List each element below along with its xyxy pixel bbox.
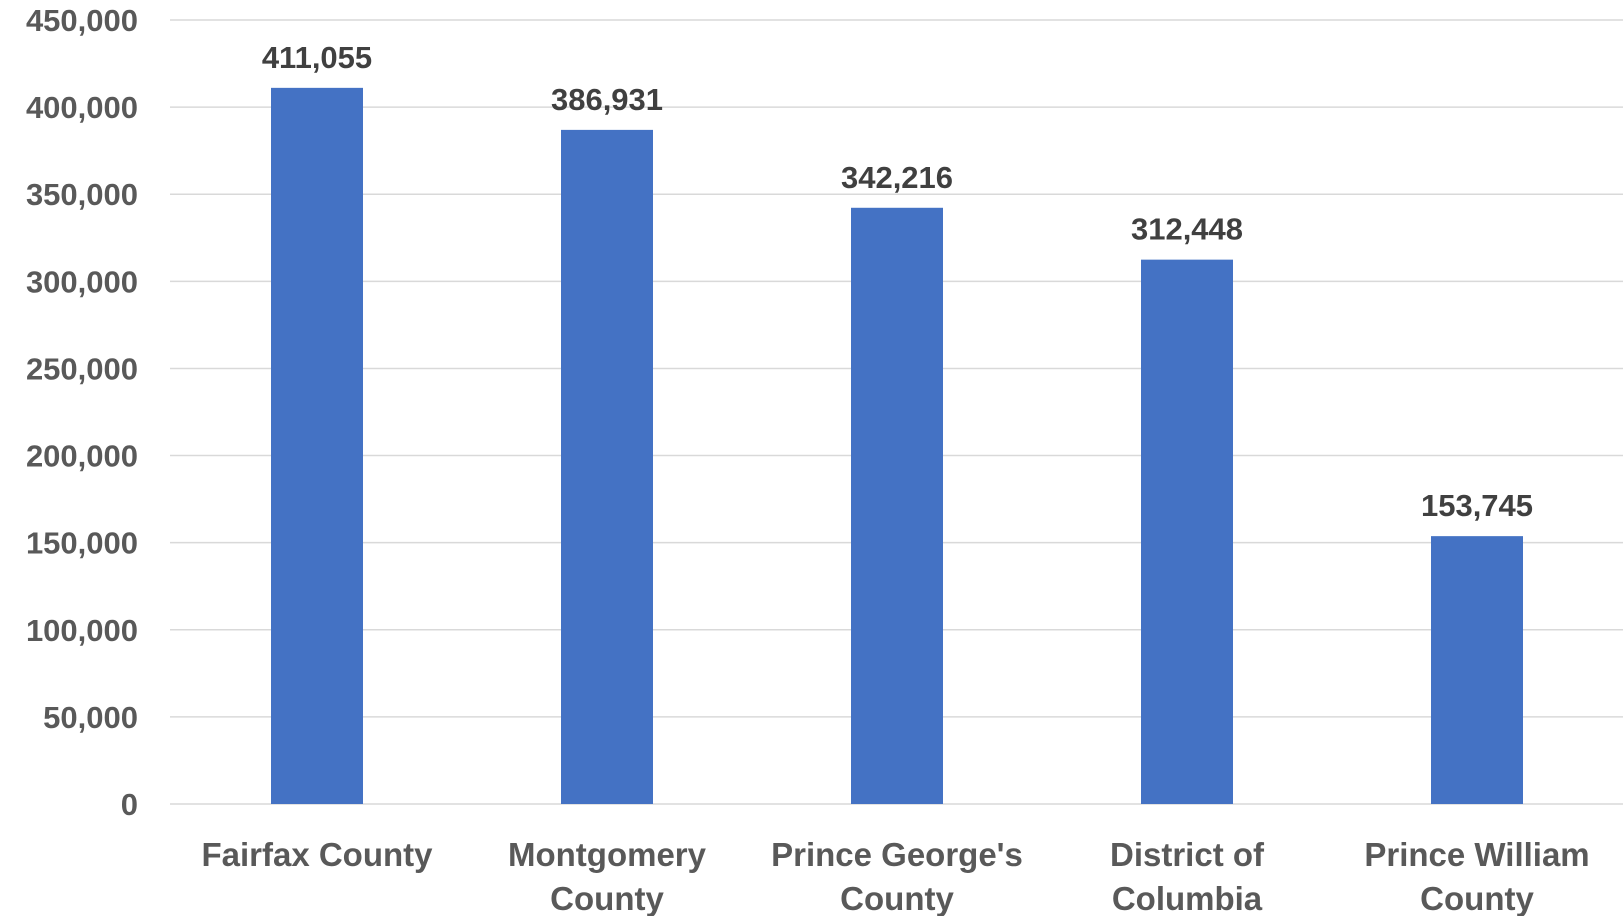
x-category-label-line: Prince William bbox=[1364, 836, 1589, 873]
y-tick-label: 150,000 bbox=[26, 526, 138, 561]
x-category-label-line: County bbox=[840, 880, 954, 916]
y-tick-label: 250,000 bbox=[26, 351, 138, 386]
data-labels: 411,055 386,931 342,216 312,448 153,745 bbox=[262, 40, 1533, 523]
y-tick-label: 300,000 bbox=[26, 264, 138, 299]
x-category-label-line: Fairfax County bbox=[201, 836, 433, 873]
data-label: 342,216 bbox=[841, 160, 953, 195]
y-tick-label: 200,000 bbox=[26, 439, 138, 474]
x-category-label-line: County bbox=[550, 880, 664, 916]
bar bbox=[851, 207, 943, 804]
x-category-label-line: District of bbox=[1110, 836, 1265, 873]
x-category-label: Montgomery County bbox=[508, 836, 707, 916]
data-label: 386,931 bbox=[551, 82, 663, 117]
x-category-label-line: Columbia bbox=[1112, 880, 1263, 916]
y-tick-label: 450,000 bbox=[26, 3, 138, 38]
y-tick-label: 100,000 bbox=[26, 613, 138, 648]
bar bbox=[1141, 259, 1233, 805]
x-category-label: Prince George's County bbox=[771, 836, 1023, 916]
y-axis-tick-labels: 0 50,000 100,000 150,000 200,000 250,000 300,0… bbox=[26, 3, 138, 822]
data-label: 312,448 bbox=[1131, 212, 1243, 247]
y-tick-label: 350,000 bbox=[26, 177, 138, 212]
data-label: 153,745 bbox=[1421, 488, 1533, 523]
bar bbox=[1431, 536, 1523, 804]
x-category-label: Prince William County bbox=[1364, 836, 1589, 916]
bars bbox=[271, 87, 1523, 805]
x-category-label-line: Prince George's bbox=[771, 836, 1023, 873]
x-category-label: Fairfax County bbox=[201, 836, 433, 873]
bar bbox=[561, 129, 653, 804]
y-tick-label: 50,000 bbox=[43, 700, 138, 735]
bar bbox=[271, 87, 363, 805]
y-tick-label: 400,000 bbox=[26, 90, 138, 125]
x-category-label-line: County bbox=[1420, 880, 1534, 916]
x-category-label: District of Columbia bbox=[1110, 836, 1265, 916]
x-category-label-line: Montgomery bbox=[508, 836, 707, 873]
y-tick-label: 0 bbox=[121, 787, 138, 822]
data-label: 411,055 bbox=[262, 40, 372, 75]
